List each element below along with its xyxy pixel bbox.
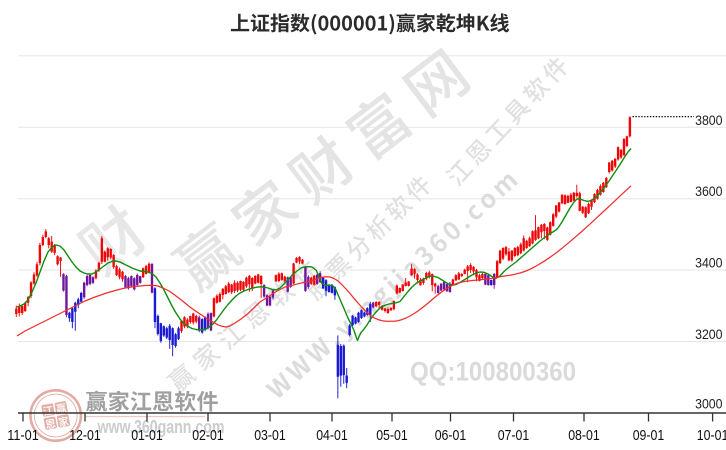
svg-text:3000: 3000	[695, 396, 723, 412]
svg-text:www.360gann.com: www.360gann.com	[97, 417, 225, 437]
svg-text:3200: 3200	[695, 326, 723, 342]
svg-text:09-01: 09-01	[633, 427, 665, 444]
svg-text:3600: 3600	[695, 183, 723, 199]
svg-text:12-01: 12-01	[69, 427, 101, 444]
svg-text:08-01: 08-01	[568, 427, 600, 444]
svg-text:10-01: 10-01	[697, 427, 726, 444]
svg-text:04-01: 04-01	[316, 427, 348, 444]
svg-text:05-01: 05-01	[376, 427, 408, 444]
svg-text:3800: 3800	[695, 112, 723, 128]
svg-text:QQ:100800360: QQ:100800360	[410, 357, 576, 387]
svg-text:02-01: 02-01	[192, 427, 224, 444]
svg-text:3400: 3400	[695, 255, 723, 271]
svg-text:06-01: 06-01	[435, 427, 467, 444]
svg-text:07-01: 07-01	[498, 427, 530, 444]
svg-text:11-01: 11-01	[7, 427, 39, 444]
svg-text:03-01: 03-01	[254, 427, 286, 444]
svg-text:01-01: 01-01	[131, 427, 163, 444]
